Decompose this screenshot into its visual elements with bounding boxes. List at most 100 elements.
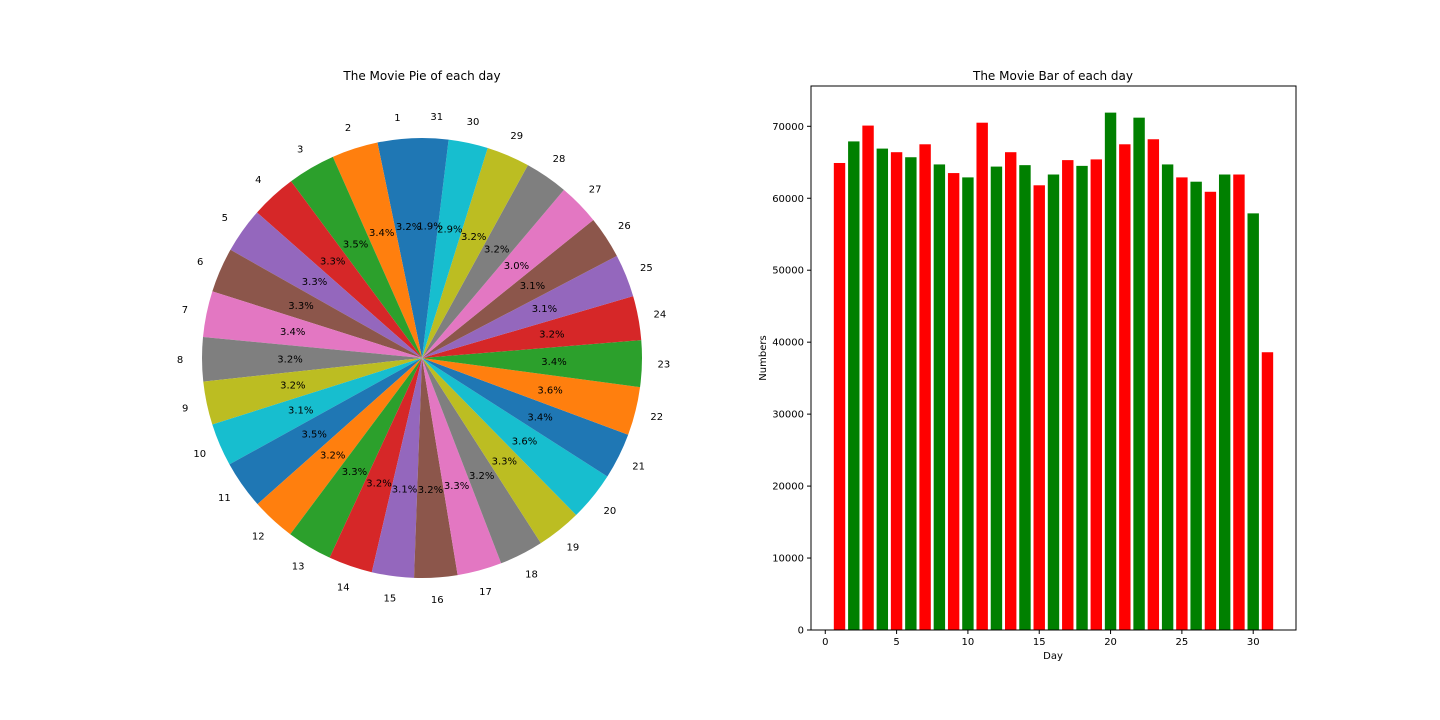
pie-label-25: 25: [640, 263, 653, 274]
plot-frame: [810, 85, 1297, 631]
pie-slice-19: [422, 358, 577, 544]
pie-label-6: 6: [197, 257, 203, 268]
bar-day-14: [1019, 165, 1031, 630]
pie-label-11: 11: [218, 493, 231, 504]
pie-label-29: 29: [510, 131, 523, 142]
bar-day-28: [1218, 174, 1231, 630]
pie-percent-23: 3.4%: [541, 357, 566, 368]
bar-day-2: [848, 141, 860, 630]
x-tick-label: 15: [1033, 637, 1046, 648]
bar-day-8: [933, 164, 946, 630]
pie-slice-23: [422, 340, 642, 388]
bar-day-12: [990, 166, 1003, 630]
pie-percent-9: 3.2%: [280, 381, 305, 392]
pie-slice-24: [422, 296, 642, 358]
pie-label-19: 19: [567, 543, 580, 554]
pie-percent-17: 3.3%: [444, 481, 469, 492]
pie-label-13: 13: [292, 561, 305, 572]
y-tick-label: 30000: [772, 410, 804, 421]
pie-slice-18: [422, 358, 541, 564]
pie-slice-12: [257, 358, 422, 535]
bar-day-11: [976, 122, 988, 630]
pie-slice-6: [212, 249, 422, 358]
bar-day-25: [1176, 177, 1188, 630]
bar-day-1: [833, 162, 846, 631]
bar-day-10: [962, 177, 974, 630]
pie-slice-28: [422, 165, 564, 358]
pie-slice-20: [422, 358, 608, 515]
pie-percent-5: 3.3%: [302, 277, 327, 288]
pie-label-30: 30: [467, 117, 480, 128]
pie-label-28: 28: [553, 154, 566, 165]
pie-slice-16: [414, 358, 458, 579]
pie-label-27: 27: [589, 184, 602, 195]
pie-chart: The Movie Pie of each day 1 3.2% 2 3.4% 3 3.5…: [177, 69, 670, 606]
bar-day-22: [1133, 117, 1145, 630]
bar-day-27: [1204, 191, 1217, 630]
y-tick-label: 10000: [772, 554, 804, 565]
pie-label-2: 2: [345, 123, 351, 134]
bar-chart: The Movie Bar of each day 0 5 10 15 20 25 30 0…: [758, 69, 1297, 662]
pie-slice-3: [291, 156, 422, 358]
bar-day-7: [919, 144, 931, 631]
pie-label-1: 1: [394, 113, 400, 124]
bar-day-20: [1104, 112, 1117, 631]
bar-day-16: [1047, 174, 1060, 630]
pie-label-10: 10: [193, 449, 206, 460]
pie-slice-30: [422, 139, 488, 358]
pie-slice-13: [290, 358, 422, 558]
pie-percent-14: 3.2%: [366, 478, 391, 489]
pie-percent-2: 3.4%: [369, 228, 394, 239]
y-axis-ticks: 0 10000 20000 30000 40000 50000 60000 70000: [772, 122, 811, 637]
pie-label-21: 21: [632, 462, 645, 473]
bar-day-19: [1090, 159, 1102, 630]
pie-label-7: 7: [182, 305, 188, 316]
pie-percent-8: 3.2%: [277, 354, 302, 365]
pie-percent-3: 3.5%: [343, 239, 368, 250]
pie-label-31: 31: [430, 112, 443, 123]
pie-percent-26: 3.1%: [520, 281, 545, 292]
pie-percent-4: 3.3%: [320, 256, 345, 267]
pie-title: The Movie Pie of each day: [342, 69, 500, 83]
pie-slice-26: [422, 219, 617, 358]
pie-label-22: 22: [650, 412, 663, 423]
pie-percent-18: 3.2%: [469, 471, 494, 482]
pie-slice-15: [371, 358, 422, 578]
bar-day-15: [1033, 185, 1045, 631]
pie-label-9: 9: [182, 403, 188, 414]
pie-slice-10: [212, 358, 422, 465]
pie-slice-9: [203, 358, 422, 425]
pie-percent-24: 3.2%: [539, 330, 564, 341]
pie-percent-22: 3.6%: [537, 386, 562, 397]
pie-label-16: 16: [431, 595, 444, 606]
x-tick-label: 30: [1247, 637, 1260, 648]
pie-slice-25: [422, 255, 634, 358]
pie-label-5: 5: [222, 213, 228, 224]
x-tick-label: 20: [1104, 637, 1117, 648]
bar-day-18: [1076, 165, 1088, 630]
bar-day-9: [947, 173, 960, 630]
y-axis-label: Numbers: [758, 335, 769, 380]
pie-slice-11: [229, 358, 422, 505]
pie-percent-6: 3.3%: [288, 301, 313, 312]
bar-day-30: [1247, 213, 1259, 630]
pie-label-17: 17: [479, 587, 492, 598]
pie-slice-1: [377, 138, 422, 358]
bar-day-24: [1161, 164, 1174, 630]
bar-day-21: [1119, 144, 1131, 631]
pie-slice-8: [202, 336, 422, 382]
y-tick-label: 20000: [772, 482, 804, 493]
y-tick-label: 0: [798, 626, 804, 637]
pie-percent-25: 3.1%: [532, 304, 557, 315]
pie-slice-22: [422, 358, 641, 435]
pie-slice-17: [422, 358, 502, 576]
pie-label-4: 4: [255, 175, 261, 186]
pie-label-8: 8: [177, 355, 183, 366]
pie-slice-29: [422, 148, 528, 358]
pie-percent-19: 3.3%: [492, 457, 517, 468]
y-tick-label: 70000: [772, 122, 804, 133]
bar-day-3: [862, 125, 874, 630]
pie-percent-21: 3.4%: [527, 412, 552, 423]
pie-percent-31: 1.9%: [417, 222, 442, 233]
pie-percent-16: 3.2%: [418, 485, 443, 496]
